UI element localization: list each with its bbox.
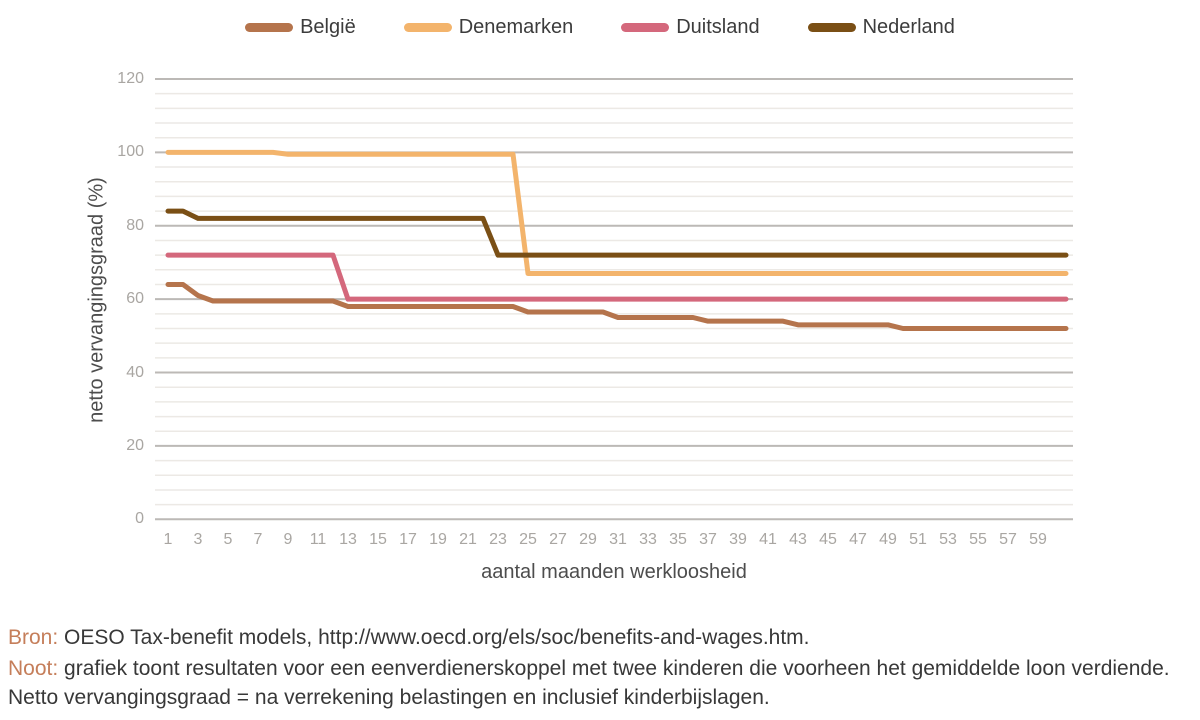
x-tick-label: 27 (549, 531, 567, 548)
x-tick-label: 17 (399, 531, 417, 548)
x-tick-label: 25 (519, 531, 537, 548)
x-tick-label: 5 (223, 531, 233, 548)
x-tick-label: 3 (193, 531, 203, 548)
x-tick-label: 53 (939, 531, 957, 548)
x-tick-label: 33 (639, 531, 657, 548)
x-tick-label: 51 (909, 531, 927, 548)
x-tick-label: 45 (819, 531, 837, 548)
x-tick-label: 35 (669, 531, 687, 548)
footnotes: Bron: OESO Tax-benefit models, http://ww… (8, 623, 1196, 712)
x-tick-label: 29 (579, 531, 597, 548)
x-tick-label: 9 (283, 531, 293, 548)
legend-item-duitsland: Duitsland (621, 16, 760, 39)
y-tick-label: 60 (126, 290, 144, 308)
y-tick-label: 100 (117, 143, 144, 161)
x-axis-title: aantal maanden werkloosheid (481, 561, 747, 583)
x-tick-label: 55 (969, 531, 987, 548)
bron-text: OESO Tax-benefit models, http://www.oecd… (58, 626, 810, 649)
legend-label-duitsland: Duitsland (676, 16, 760, 38)
x-tick-label: 37 (699, 531, 717, 548)
legend-label-belgie: België (300, 16, 356, 38)
noot-label: Noot: (8, 657, 59, 680)
x-tick-label: 47 (849, 531, 867, 548)
chart-plot-area (155, 78, 1073, 521)
source-line: Bron: OESO Tax-benefit models, http://ww… (8, 623, 1196, 652)
x-tick-label: 7 (253, 531, 263, 548)
x-tick-label: 23 (489, 531, 507, 548)
series-line-belgi (165, 281, 1069, 332)
x-tick-label: 59 (1029, 531, 1047, 548)
note-line: Noot: grafiek toont resultaten voor een … (8, 654, 1196, 712)
legend-swatch-denemarken-icon (403, 23, 452, 32)
x-tick-label: 57 (999, 531, 1017, 548)
series-line-denemarken (165, 149, 1069, 276)
x-tick-label: 19 (429, 531, 447, 548)
legend-swatch-nederland-icon (807, 23, 856, 32)
legend-item-denemarken: Denemarken (403, 16, 574, 39)
x-tick-label: 1 (163, 531, 173, 548)
legend-item-belgie: België (245, 16, 356, 39)
x-tick-label: 43 (789, 531, 807, 548)
y-tick-label: 20 (126, 436, 144, 454)
x-tick-label: 13 (339, 531, 357, 548)
legend-item-nederland: Nederland (807, 16, 955, 39)
x-tick-label: 31 (609, 531, 627, 548)
bron-label: Bron: (8, 626, 59, 649)
legend-label-nederland: Nederland (862, 16, 955, 38)
x-tick-label: 15 (369, 531, 387, 548)
x-tick-label: 39 (729, 531, 747, 548)
y-tick-label: 120 (117, 70, 144, 87)
y-tick-label: 80 (126, 216, 144, 234)
series-line-duitsland (165, 252, 1069, 302)
x-tick-label: 41 (759, 531, 777, 548)
legend-label-denemarken: Denemarken (458, 16, 574, 38)
x-tick-label: 11 (309, 531, 327, 548)
chart-legend: België Denemarken Duitsland Nederland (0, 16, 1200, 39)
noot-text: grafiek toont resultaten voor een eenver… (8, 657, 1170, 709)
series-line-nederland (165, 208, 1069, 258)
legend-swatch-belgie-icon (245, 23, 294, 32)
legend-swatch-duitsland-icon (621, 23, 670, 32)
y-tick-label: 0 (135, 510, 144, 528)
y-tick-label: 40 (126, 363, 144, 381)
x-tick-label: 21 (459, 531, 477, 548)
x-tick-label: 49 (879, 531, 897, 548)
